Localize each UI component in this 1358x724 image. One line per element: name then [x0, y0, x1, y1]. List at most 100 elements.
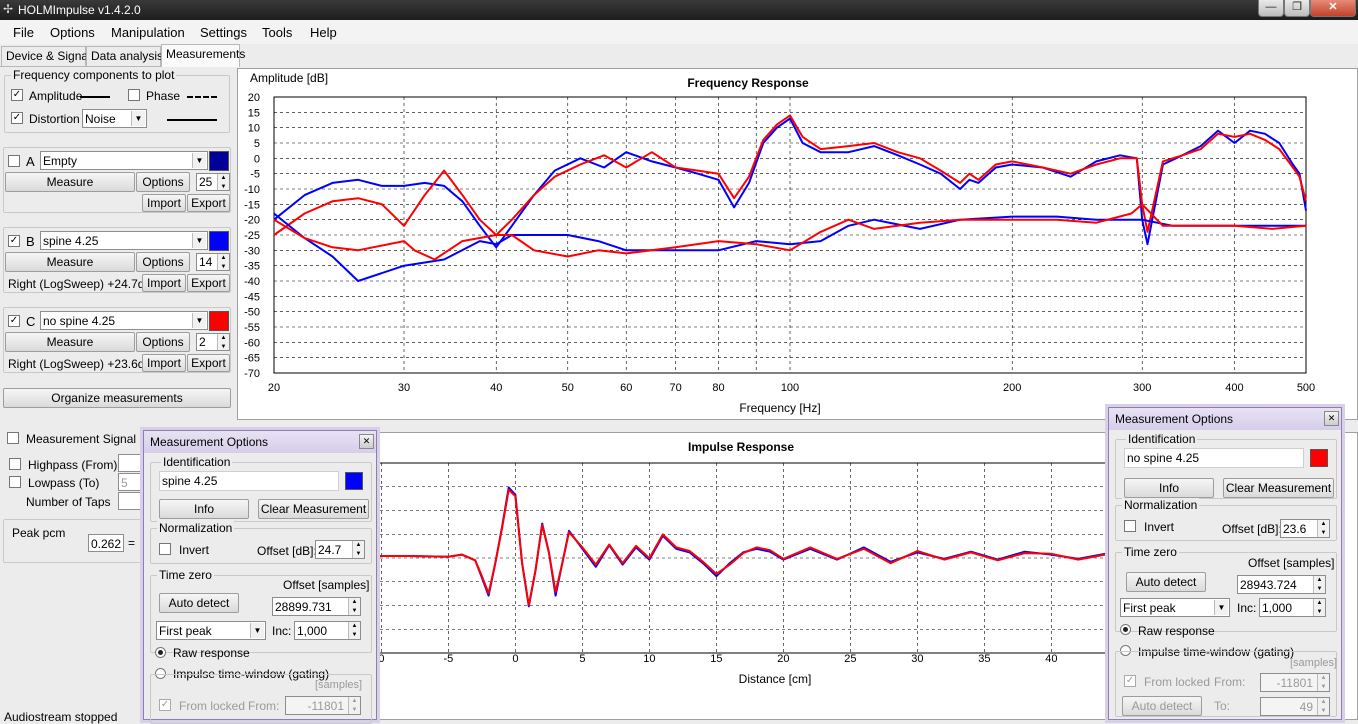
measurement-c-name-select[interactable]: no spine 4.25 ▼ — [40, 311, 208, 330]
dialog-c-from-locked-checkbox[interactable]: ✓ — [1124, 675, 1136, 687]
close-button[interactable]: ✕ — [1310, 0, 1356, 17]
measurement-a-export-button[interactable]: Export — [187, 194, 230, 212]
measurement-c-color-swatch[interactable] — [209, 311, 229, 331]
dialog-c-info-button[interactable]: Info — [1124, 478, 1214, 498]
dialog-c-raw-radio[interactable] — [1120, 624, 1131, 635]
measurement-a-color-swatch[interactable] — [209, 151, 229, 171]
menu-tools[interactable]: Tools — [262, 25, 293, 40]
measurement-b-measure-button[interactable]: Measure — [5, 252, 135, 272]
organize-measurements-button[interactable]: Organize measurements — [3, 388, 231, 408]
dialog-c-color-swatch[interactable] — [1310, 449, 1328, 467]
impulse-chart[interactable]: Impulse Response Distance [cm] 0 -5 0 5 10 15… — [238, 433, 1357, 719]
dialog-b-gating-group: [samples] ✓ From locked From: -11801 ▲ ▼ — [150, 674, 372, 724]
measurement-b-name-select[interactable]: spine 4.25 ▼ — [40, 231, 208, 250]
measurement-b-count-spinner[interactable]: 14 ▲ ▼ — [196, 253, 230, 271]
dialog-c-auto-detect-button[interactable]: Auto detect — [1126, 572, 1206, 592]
measurement-b-export-button[interactable]: Export — [187, 274, 230, 292]
measurement-b-options-button[interactable]: Options — [136, 252, 190, 272]
dialog-b-method-select[interactable]: First peak ▼ — [156, 621, 266, 640]
measurement-c-options-button[interactable]: Options — [136, 332, 190, 352]
distortion-type-select[interactable]: Noise ▼ — [82, 109, 147, 128]
tab-device-signal[interactable]: Device & Signal — [1, 46, 91, 66]
menu-options[interactable]: Options — [50, 25, 95, 40]
measurement-a-name-select[interactable]: Empty ▼ — [40, 151, 208, 170]
measurement-a-import-button[interactable]: Import — [142, 194, 186, 212]
dialog-b-from-spinner[interactable]: -11801 ▲ ▼ — [285, 696, 361, 715]
dialog-c-invert-checkbox[interactable] — [1124, 520, 1136, 532]
measurement-c-count-spinner[interactable]: 2 ▲ ▼ — [196, 333, 230, 351]
dialog-b-clear-button[interactable]: Clear Measurement — [258, 499, 369, 519]
menu-settings[interactable]: Settings — [200, 25, 247, 40]
spin-arrows-icon: ▲ ▼ — [217, 174, 229, 190]
maximize-button[interactable]: ❐ — [1284, 0, 1310, 17]
dialog-b-info-button[interactable]: Info — [159, 499, 249, 519]
dialog-b-close-button[interactable]: ✕ — [359, 434, 374, 449]
dialog-c-title-bar[interactable]: Measurement Options ✕ — [1109, 408, 1341, 430]
dialog-c-gating-radio[interactable] — [1120, 645, 1131, 656]
highpass-field[interactable] — [118, 454, 144, 472]
dialog-c-from-spinner[interactable]: -11801 ▲ ▼ — [1260, 673, 1330, 692]
dialog-b-from-value: -11801 — [307, 699, 344, 713]
dialog-b-name-field[interactable]: spine 4.25 — [159, 471, 339, 491]
menu-file[interactable]: File — [13, 25, 34, 40]
phase-checkbox[interactable] — [128, 89, 140, 101]
lowpass-field[interactable]: 5 — [118, 473, 144, 491]
x-tick-label: 200 — [1003, 382, 1021, 394]
highpass-checkbox[interactable] — [9, 458, 21, 470]
dialog-b-auto-detect-button[interactable]: Auto detect — [159, 593, 239, 613]
measurement-c-import-button[interactable]: Import — [142, 354, 186, 372]
menu-manipulation[interactable]: Manipulation — [111, 25, 185, 40]
dialog-b-raw-radio[interactable] — [155, 647, 166, 658]
dialog-b-title-bar[interactable]: Measurement Options ✕ — [144, 431, 376, 453]
dialog-c-inc-spinner[interactable]: 1,000 ▲ ▼ — [1259, 598, 1326, 617]
amplitude-checkbox[interactable]: ✓ — [11, 89, 23, 101]
dialog-c-clear-button[interactable]: Clear Measurement — [1223, 478, 1334, 498]
tab-data-analysis[interactable]: Data analysis — [86, 46, 163, 66]
dialog-b-offset-samples-spinner[interactable]: 28899.731 ▲ ▼ — [272, 597, 361, 616]
taps-field[interactable] — [118, 492, 144, 510]
tab-measurements[interactable]: Measurements — [161, 44, 245, 67]
dialog-c-close-button[interactable]: ✕ — [1324, 411, 1339, 426]
dialog-c-to-spinner[interactable]: 49 ▲ ▼ — [1260, 697, 1330, 716]
measurement-b-checkbox[interactable]: ✓ — [8, 235, 20, 247]
measurement-c-export-button[interactable]: Export — [187, 354, 230, 372]
dialog-c-method-select[interactable]: First peak ▼ — [1120, 598, 1230, 617]
dialog-c-identification-group: Identification no spine 4.25 Info Clear … — [1115, 432, 1337, 499]
y-tick-label: -55 — [244, 322, 260, 334]
measurement-a-measure-button[interactable]: Measure — [5, 172, 135, 192]
measurement-a-count-spinner[interactable]: 25 ▲ ▼ — [196, 173, 230, 191]
measurement-c-checkbox[interactable]: ✓ — [8, 315, 20, 327]
phase-line-sample — [187, 96, 217, 98]
measurement-a-options-button[interactable]: Options — [136, 172, 190, 192]
dialog-b-samples-label: [samples] — [315, 679, 363, 691]
lowpass-value: 5 — [121, 476, 128, 490]
dialog-b-identification-label: Identification — [161, 455, 233, 469]
dialog-c-to-label: To: — [1214, 699, 1231, 713]
distortion-checkbox[interactable]: ✓ — [11, 112, 23, 124]
dialog-c-offset-samples-spinner[interactable]: 28943.724 ▲ ▼ — [1237, 575, 1326, 594]
dialog-c-auto-detect-2-button[interactable]: Auto detect — [1122, 696, 1202, 716]
frequency-chart[interactable]: Frequency Response Amplitude [dB] Freque… — [238, 69, 1357, 419]
menu-help[interactable]: Help — [310, 25, 337, 40]
measurement-signal-checkbox[interactable] — [7, 432, 19, 444]
measurement-b-color-swatch[interactable] — [209, 231, 229, 251]
minimize-button[interactable]: — — [1258, 0, 1284, 17]
dialog-b-gating-radio[interactable] — [155, 668, 166, 679]
dialog-b-inc-spinner[interactable]: 1,000 ▲ ▼ — [294, 621, 361, 640]
dialog-c-offset-db-spinner[interactable]: 23.6 ▲ ▼ — [1280, 519, 1330, 538]
measurement-b-import-button[interactable]: Import — [142, 274, 186, 292]
measurement-a-checkbox[interactable] — [8, 155, 20, 167]
measurement-a-count: 25 — [199, 175, 213, 189]
dialog-c-name-field[interactable]: no spine 4.25 — [1124, 448, 1304, 468]
measurement-c-measure-button[interactable]: Measure — [5, 332, 135, 352]
dialog-b-from-locked-checkbox[interactable]: ✓ — [159, 699, 171, 711]
lowpass-checkbox[interactable] — [9, 476, 21, 488]
dialog-b-color-swatch[interactable] — [345, 472, 363, 490]
dialog-c-samples-label: [samples] — [1290, 657, 1338, 669]
dialog-b-invert-checkbox[interactable] — [159, 543, 171, 555]
series-line-distortion — [273, 203, 1307, 261]
series-line-distortion — [273, 212, 1306, 282]
taps-label: Number of Taps — [26, 495, 111, 509]
dialog-c-method: First peak — [1123, 601, 1176, 615]
dialog-b-offset-db-spinner[interactable]: 24.7 ▲ ▼ — [315, 540, 365, 559]
